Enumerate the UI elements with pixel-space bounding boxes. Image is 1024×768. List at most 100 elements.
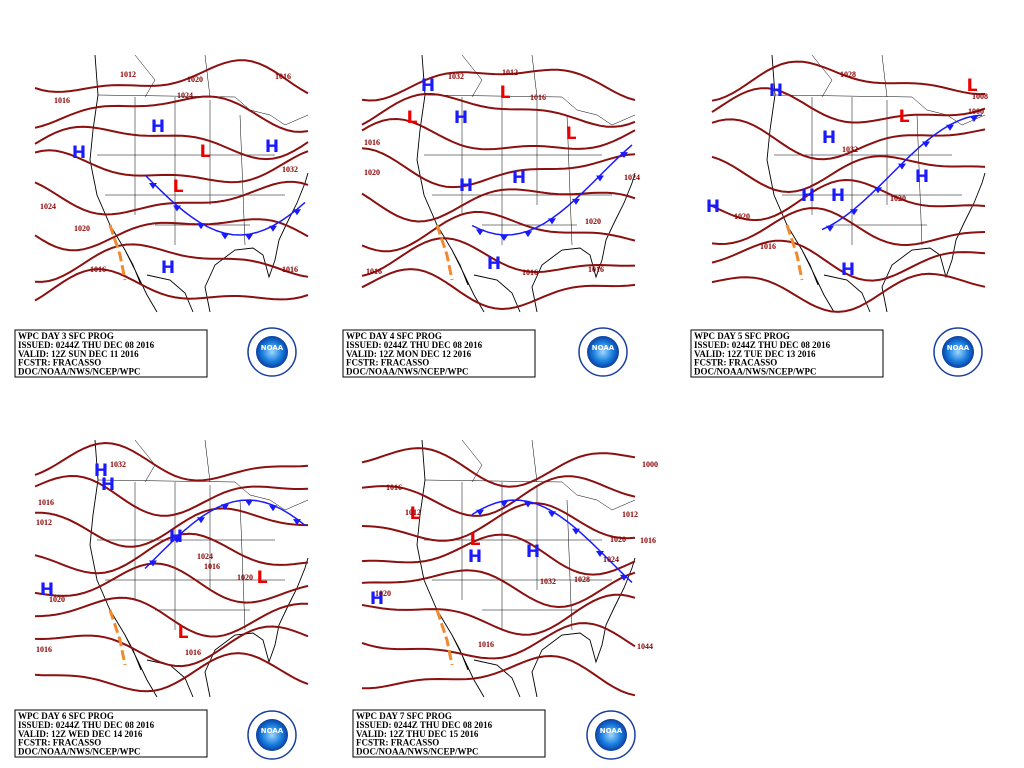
isobar [35,507,309,548]
info-line: WPC DAY 5 SFC PROG [694,331,790,341]
front-pip [970,115,978,122]
isobar-label: 1012 [405,508,421,517]
front-pip [221,233,229,240]
pressure-center: H [161,258,175,278]
isobar [361,117,636,151]
info-line: DOC/NOAA/NWS/NCEP/WPC [346,367,469,377]
front-pip [293,209,301,216]
trough [435,609,454,666]
coastline [416,54,636,313]
cold-front [144,174,306,236]
isobar [361,593,636,636]
isobar [361,68,636,102]
isobar-label: 1016 [185,648,201,657]
noaa-logo-text: NOAA [592,344,615,352]
info-line: VALID: 12Z WED DEC 14 2016 [18,729,143,739]
isobar [34,149,309,184]
info-box [352,709,546,758]
pressure-center: H [831,186,845,206]
pressure-center: H [72,143,86,163]
info-line: ISSUED: 0244Z THU DEC 08 2016 [18,340,155,350]
noaa-logo-text: NOAA [600,727,623,735]
isobar [361,93,636,128]
front-pip [197,223,205,230]
noaa-logo-inner [595,719,627,751]
info-line: DOC/NOAA/NWS/NCEP/WPC [18,367,141,377]
map [34,54,309,313]
pressure-center: L [257,568,268,588]
isobar-label: 1020 [187,75,203,84]
info-box [690,329,884,378]
front-pip [620,574,628,581]
pressure-center: H [915,167,929,187]
pressure-center: L [178,623,189,643]
front-pip [596,551,604,558]
pressure-center: L [407,108,418,128]
info-line: ISSUED: 0244Z THU DEC 08 2016 [694,340,831,350]
isobar [361,622,636,660]
trough [435,224,454,281]
info-line: ISSUED: 0244Z THU DEC 08 2016 [346,340,483,350]
isobar [361,569,636,609]
trough [108,224,127,281]
pressure-center: H [706,197,720,217]
cold-front [821,114,983,231]
isobar-label: 1020 [364,168,380,177]
isobar-label: 1012 [502,68,518,77]
isobar-label: 1024 [197,552,213,561]
isobar [711,178,986,222]
isobar-label: 1024 [624,173,640,182]
front-pip [245,234,253,241]
state-borders [424,439,636,631]
pressure-center: H [40,580,54,600]
info-line: FCSTR: FRACASSO [694,358,777,368]
isobar [361,211,636,253]
isobar-label: 1016 [38,498,54,507]
pressure-center: H [512,168,526,188]
isobar-label: 1016 [386,483,402,492]
front-pip [596,175,604,182]
pressure-center: H [151,117,165,137]
noaa-logo-inner [256,719,288,751]
pressure-center: L [200,142,211,162]
front-pip [620,152,628,159]
noaa-logo-inner [256,336,288,368]
info-line: VALID: 12Z TUE DEC 13 2016 [694,349,816,359]
state-borders [424,54,636,246]
isobar-label: 1016 [760,242,776,251]
coastline [89,439,309,698]
front-pip [898,163,906,170]
trough [785,224,804,281]
info-line: ISSUED: 0244Z THU DEC 08 2016 [356,720,493,730]
info-line: DOC/NOAA/NWS/NCEP/WPC [356,747,479,757]
front-pip [245,500,253,507]
isobar-label: 1000 [968,107,984,116]
coastline [766,54,986,313]
isobar [711,272,986,313]
isobar-label: 1032 [282,165,298,174]
map [361,439,636,698]
isobar-label: 1016 [588,265,604,274]
isobar-label: 1012 [622,510,638,519]
isobar-label: 1020 [375,589,391,598]
isobar [711,118,986,161]
front-pip [476,509,484,516]
front-pip [269,505,277,512]
isobar-label: 1044 [637,642,653,651]
front-pip [524,501,532,508]
isobar-label: 1016 [282,265,298,274]
pressure-center: L [173,177,184,197]
info-line: FCSTR: FRACASSO [18,358,101,368]
info-line: VALID: 12Z MON DEC 12 2016 [346,349,472,359]
isobar-label: 1020 [585,217,601,226]
front-pip [149,560,157,567]
info-box [14,329,208,378]
coastline [416,439,636,698]
pressure-center: L [967,76,978,96]
front-pip [572,528,580,535]
isobar [34,596,309,638]
noaa-logo-inner [587,336,619,368]
state-borders [774,54,986,246]
front-pip [221,504,229,511]
pressure-center: H [265,137,279,157]
